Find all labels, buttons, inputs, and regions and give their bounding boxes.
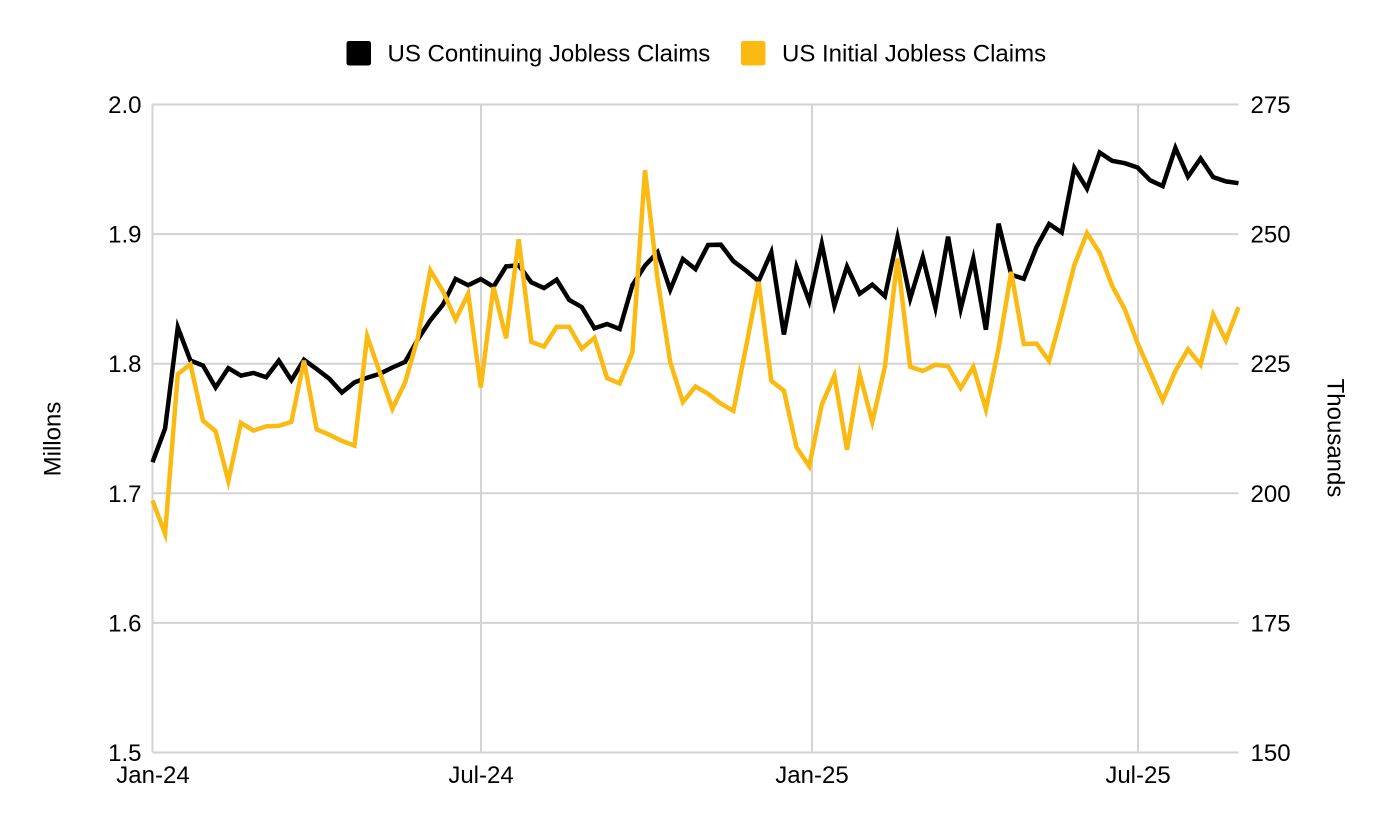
svg-text:225: 225 xyxy=(1251,351,1291,378)
svg-text:250: 250 xyxy=(1251,222,1291,249)
svg-text:1.9: 1.9 xyxy=(108,222,141,249)
svg-text:Jul-25: Jul-25 xyxy=(1105,762,1170,789)
svg-text:Thousands: Thousands xyxy=(1322,379,1349,498)
svg-text:200: 200 xyxy=(1251,481,1291,508)
svg-text:Jan-25: Jan-25 xyxy=(775,762,848,789)
svg-text:1.8: 1.8 xyxy=(108,351,141,378)
svg-text:Jan-24: Jan-24 xyxy=(116,762,189,789)
svg-text:275: 275 xyxy=(1251,92,1291,119)
svg-text:US Initial Jobless Claims: US Initial Jobless Claims xyxy=(782,41,1046,68)
svg-text:Jul-24: Jul-24 xyxy=(448,762,513,789)
svg-text:1.7: 1.7 xyxy=(108,481,141,508)
svg-text:1.6: 1.6 xyxy=(108,610,141,637)
svg-text:Millons: Millons xyxy=(40,402,67,477)
svg-text:175: 175 xyxy=(1251,610,1291,637)
svg-text:2.0: 2.0 xyxy=(108,92,141,119)
svg-text:US Continuing Jobless Claims: US Continuing Jobless Claims xyxy=(388,41,711,68)
svg-text:150: 150 xyxy=(1251,740,1291,767)
svg-text:1.5: 1.5 xyxy=(108,740,141,767)
